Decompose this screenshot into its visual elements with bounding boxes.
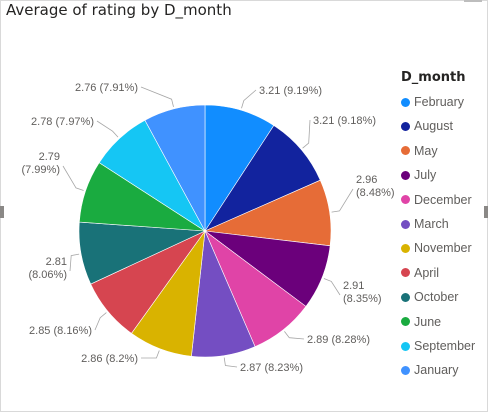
- leader-line: [323, 278, 341, 296]
- legend-marker: [401, 243, 410, 253]
- legend-title: D_month: [401, 70, 466, 85]
- legend-item-march[interactable]: March: [401, 215, 449, 233]
- visual-header-corner: [464, 0, 482, 14]
- data-label: 2.76 (7.91%): [75, 82, 138, 94]
- data-label: 2.89 (8.28%): [307, 334, 370, 346]
- data-label: (8.06%): [28, 269, 67, 281]
- legend-label: November: [414, 241, 472, 256]
- data-label: 2.96: [356, 174, 377, 186]
- legend-item-july[interactable]: July: [401, 166, 436, 184]
- legend-item-january[interactable]: January: [401, 361, 458, 379]
- leader-line: [223, 357, 238, 368]
- data-label: (8.35%): [343, 293, 382, 305]
- legend-item-april[interactable]: April: [401, 264, 439, 282]
- leader-line: [141, 350, 160, 359]
- chart-title: Average of rating by D_month: [6, 1, 232, 19]
- legend-marker: [401, 268, 410, 278]
- leader-line: [62, 165, 84, 191]
- data-label: 2.91: [343, 280, 364, 292]
- legend-label: January: [414, 363, 459, 378]
- legend-marker: [401, 97, 410, 107]
- data-label: 3.21 (9.18%): [313, 115, 376, 127]
- legend-marker: [401, 146, 410, 156]
- data-label: (8.48%): [356, 187, 395, 199]
- leader-line: [331, 188, 354, 213]
- resize-handle-left[interactable]: [0, 206, 4, 218]
- data-label: 2.79: [39, 151, 60, 163]
- leader-line: [94, 312, 107, 331]
- legend-label: March: [414, 217, 449, 231]
- legend-label: December: [414, 192, 472, 207]
- leader-line: [284, 331, 305, 340]
- data-label: 3.21 (9.19%): [259, 85, 322, 97]
- legend-marker: [401, 292, 410, 302]
- legend-label: July: [414, 168, 437, 183]
- legend-item-may[interactable]: May: [401, 142, 438, 160]
- leader-line: [69, 253, 80, 272]
- legend-marker: [401, 317, 410, 327]
- leader-line: [140, 86, 174, 107]
- data-label: 2.85 (8.16%): [29, 325, 92, 337]
- pie-slice-january[interactable]: [144, 104, 206, 232]
- legend-item-september[interactable]: September: [401, 337, 475, 355]
- data-label: (7.99%): [21, 164, 60, 176]
- legend-label: February: [414, 95, 465, 109]
- resize-handle-right[interactable]: [484, 206, 488, 218]
- legend-label: May: [414, 143, 438, 158]
- legend-marker: [401, 219, 410, 229]
- leader-line: [96, 120, 119, 138]
- leader-line: [241, 89, 257, 109]
- data-label: 2.81: [46, 256, 67, 268]
- legend-marker: [401, 195, 410, 205]
- legend-label: June: [414, 314, 442, 329]
- legend-marker: [401, 365, 410, 375]
- data-label: 2.87 (8.23%): [240, 362, 303, 374]
- legend: D_month February August May July December Mar…: [401, 70, 475, 377]
- legend-label: April: [414, 265, 440, 280]
- legend-marker: [401, 170, 410, 180]
- legend-marker: [401, 341, 410, 351]
- legend-label: August: [414, 119, 453, 134]
- legend-marker: [401, 121, 410, 131]
- data-label: 2.78 (7.97%): [31, 116, 94, 128]
- legend-label: September: [414, 339, 476, 353]
- leader-line: [302, 119, 311, 149]
- legend-item-december[interactable]: December: [401, 191, 472, 209]
- legend-label: October: [414, 290, 459, 305]
- legend-item-june[interactable]: June: [401, 313, 441, 331]
- legend-item-november[interactable]: November: [401, 239, 472, 257]
- legend-item-october[interactable]: October: [401, 288, 458, 306]
- legend-item-february[interactable]: February: [401, 93, 464, 111]
- legend-item-august[interactable]: August: [401, 117, 453, 135]
- data-label: 2.86 (8.2%): [81, 353, 138, 365]
